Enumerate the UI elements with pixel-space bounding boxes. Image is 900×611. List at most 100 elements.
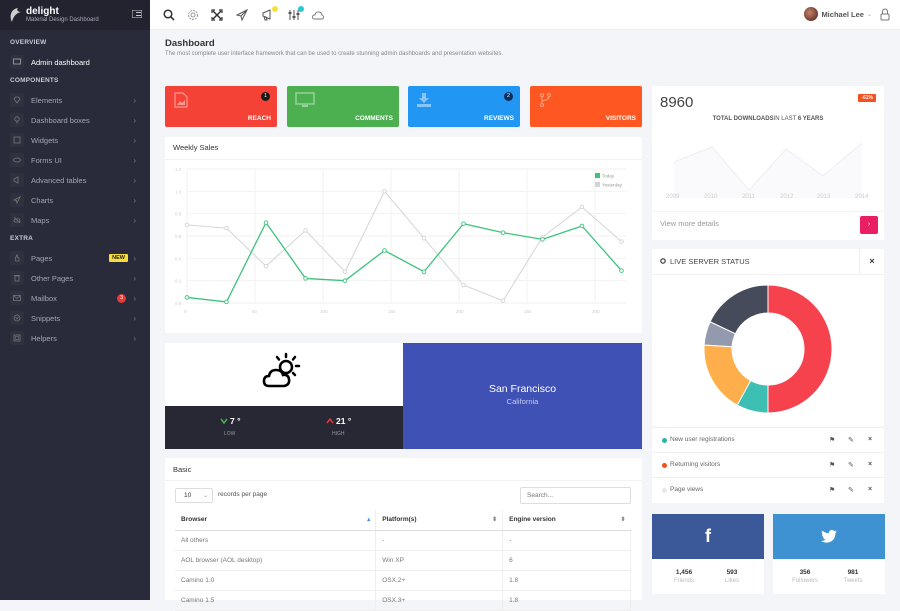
col-engine-version[interactable]: Engine version ⬍ [502,510,631,531]
menu-toggle-icon[interactable] [132,10,142,18]
page-subtitle: The most complete user interface framewo… [165,51,504,57]
comments-tile[interactable]: COMMENTS [287,86,399,127]
flag-icon[interactable]: ⚑ [829,437,836,444]
col-browser[interactable]: Browser ▴ [175,510,377,531]
svg-text:250: 250 [524,309,532,314]
flag-icon[interactable]: ⚑ [829,462,836,469]
view-more-button[interactable]: › [860,216,878,234]
sidebar-item-widgets[interactable]: Widgets › [0,130,150,150]
page-size-select[interactable]: 10 ⌄ [175,488,213,503]
cell: 6 [502,550,631,571]
sidebar-item-mailbox[interactable]: Mailbox 3 › [0,288,150,308]
flag-icon[interactable]: ⚑ [829,487,836,494]
edit-icon[interactable]: ✎ [848,437,854,444]
year-label: 2014 [855,194,869,200]
downloads-card: 8960 -61% TOTAL DOWNLOADSIN LAST 6 YEARS… [652,86,884,240]
avatar [804,7,819,21]
cloud-icon[interactable] [311,8,325,22]
col-label: Browser [181,516,208,524]
close-icon[interactable]: × [868,436,873,443]
reach-tile[interactable]: 1 REACH [165,86,277,127]
sidebar-item-label: Forms UI [31,155,62,165]
col-platform[interactable]: Platform(s) ⬍ [375,510,504,531]
megaphone-icon [262,9,271,21]
sidebar-item-other-pages[interactable]: Other Pages › [0,268,150,288]
chevron-right-icon: › [133,175,136,185]
sliders-icon [288,10,300,20]
sidebar-item-label: Mailbox [31,293,57,303]
sort-icon: ⬍ [620,517,626,523]
download-icon [417,93,431,107]
sidebar-item-snippets[interactable]: Snippets › [0,308,150,328]
search-icon[interactable] [162,8,176,22]
region-name: California [506,397,539,406]
close-icon[interactable]: × [868,486,873,493]
svg-text:200: 200 [456,309,464,314]
fork-icon [540,93,551,107]
sidebar-item-elements[interactable]: Elements › [0,90,150,110]
sidebar-item-maps[interactable]: Maps › [0,210,150,230]
arrow-up-icon [326,418,334,424]
new-badge: NEW [109,254,128,262]
expand-icon[interactable] [210,8,224,22]
lock-icon[interactable] [880,8,890,21]
server-row-pageviews: Page views ⚑ ✎ × [652,477,884,503]
facebook-card[interactable]: f 1,456 Friends 593 Likes [652,514,764,594]
user-name: Michael Lee [821,9,864,19]
server-row-registrations: New user registrations ⚑ ✎ × [652,427,884,452]
diamond-icon [10,93,24,107]
reviews-label: REVIEWS [484,115,514,122]
table-header-row: Browser ▴ Platform(s) ⬍ Engine version ⬍ [175,510,631,531]
year-label: 2010 [704,194,718,200]
svg-text:0.2: 0.2 [175,279,182,284]
headset-icon [10,311,24,325]
low-label: LOW [224,431,236,437]
sidebar-item-forms-ui[interactable]: Forms UI › [0,150,150,170]
sidebar-item-pages[interactable]: Pages NEW › [0,248,150,268]
cell: - [375,530,504,551]
col-label: Platform(s) [382,516,417,524]
tweets-count: 981 [847,569,859,576]
sidebar-item-label: Pages [31,253,53,263]
view-more-link[interactable]: View more details [660,219,720,228]
arrow-down-icon [220,418,228,424]
reviews-tile[interactable]: 2 REVIEWS [408,86,520,127]
close-icon[interactable]: × [868,461,873,468]
chevron-right-icon: › [133,333,136,343]
table-search-input[interactable] [520,487,631,504]
edit-icon[interactable]: ✎ [848,487,854,494]
notification-dot [272,6,278,12]
notification-dot [298,6,304,12]
paper-plane-icon[interactable] [235,8,249,22]
brand: delight Material Design Dashboard [0,0,150,30]
sidebar-item-label: Elements [31,95,63,105]
sidebar-item-helpers[interactable]: Helpers › [0,328,150,348]
twitter-card[interactable]: 356 Followers 981 Tweets [773,514,885,594]
year-label: 2009 [666,194,680,200]
server-status-title: LIVE SERVER STATUS [670,257,750,266]
sidebar-item-charts[interactable]: Charts › [0,190,150,210]
widget-icon [10,133,24,147]
mailbox-count-badge: 3 [117,293,126,303]
close-button[interactable]: × [859,249,884,274]
weekly-sales-line-chart: 0.0 0.2 0.4 0.6 0.8 1.0 1.2 0 50 100 150 200 250 300 T… [175,167,626,314]
server-donut-chart [703,284,833,414]
visitors-tile[interactable]: VISITORS [530,86,642,127]
megaphone-button[interactable] [261,6,278,22]
friends-label: Friends [673,578,694,584]
sliders-button[interactable] [287,6,304,22]
user-menu[interactable]: Michael Lee ⌄ [804,7,872,21]
brand-name: delight [26,6,59,17]
comments-label: COMMENTS [355,115,393,122]
sidebar-item-dashboard-boxes[interactable]: Dashboard boxes › [0,110,150,130]
sidebar-item-admin-dashboard[interactable]: Admin dashboard [0,52,150,72]
table-row: AOL browser (AOL desktop) Win XP 6 [175,550,631,571]
cell: 1.8 [502,590,631,611]
edit-icon[interactable]: ✎ [848,462,854,469]
svg-text:0.8: 0.8 [175,212,182,217]
page-title: Dashboard [165,38,215,49]
sidebar-item-label: Other Pages [31,273,74,283]
gear-icon[interactable] [186,8,200,22]
sidebar-item-advanced-tables[interactable]: Advanced tables › [0,170,150,190]
svg-text:1.0: 1.0 [175,189,182,194]
